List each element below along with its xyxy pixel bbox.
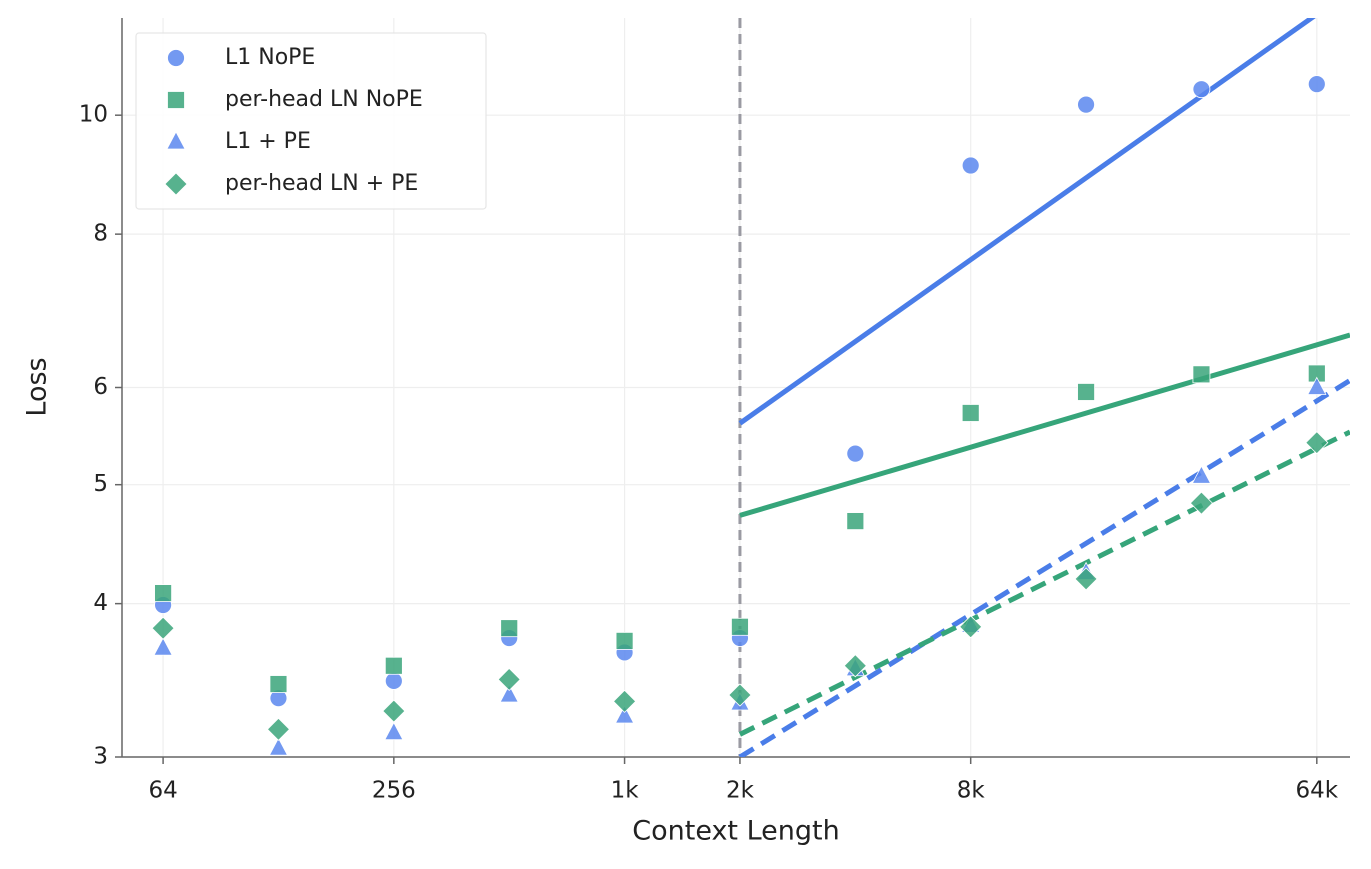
marker [846,444,865,463]
marker [153,637,173,656]
legend-label: per-head LN + PE [225,171,418,196]
marker [167,49,185,67]
y-tick-label: 5 [93,471,108,497]
y-tick-label: 3 [93,744,108,770]
marker [846,512,865,530]
marker [268,737,289,756]
x-axis-label: Context Length [632,816,839,847]
marker [382,699,406,723]
y-axis-label: Loss [22,357,53,416]
fit-line [738,429,1350,737]
marker [728,683,752,707]
y-tick-label: 6 [93,374,108,400]
marker [1307,376,1327,395]
legend-label: L1 + PE [225,129,311,154]
marker [266,717,291,741]
marker [1189,491,1213,515]
marker [164,172,188,196]
marker [499,684,519,703]
marker [1192,365,1211,384]
marker [614,705,635,724]
plot-area [151,18,1350,757]
marker [843,654,867,678]
legend-label: per-head LN NoPE [225,87,423,112]
x-tick-label: 8k [957,778,986,804]
marker [615,631,634,650]
marker [1191,465,1212,484]
marker [1305,431,1329,455]
x-tick-label: 1k [611,778,640,804]
marker [384,672,403,690]
y-tick-label: 10 [79,102,108,128]
marker [1192,80,1211,99]
fit-line [739,332,1350,518]
marker [1077,383,1095,401]
marker [959,615,983,639]
marker [1074,567,1098,591]
y-tick-label: 4 [93,590,108,616]
marker [384,721,404,741]
marker [167,91,185,109]
marker [384,656,403,675]
x-tick-label: 2k [726,778,755,804]
y-tick-label: 8 [93,221,108,247]
marker [1077,95,1095,114]
marker [961,404,980,422]
marker [961,156,980,175]
marker [269,675,288,693]
marker [154,584,172,602]
marker [500,619,519,638]
x-tick-label: 256 [372,778,416,804]
marker [497,667,521,691]
marker [613,689,637,713]
marker [166,131,186,150]
fit-line [738,18,1316,426]
fit-line [738,378,1350,757]
x-tick-label: 64 [148,778,177,804]
marker [1307,75,1326,94]
marker [151,616,175,640]
legend-label: L1 NoPE [225,45,315,70]
marker [731,617,749,636]
x-tick-label: 64k [1296,778,1339,804]
legend-box [135,32,487,210]
